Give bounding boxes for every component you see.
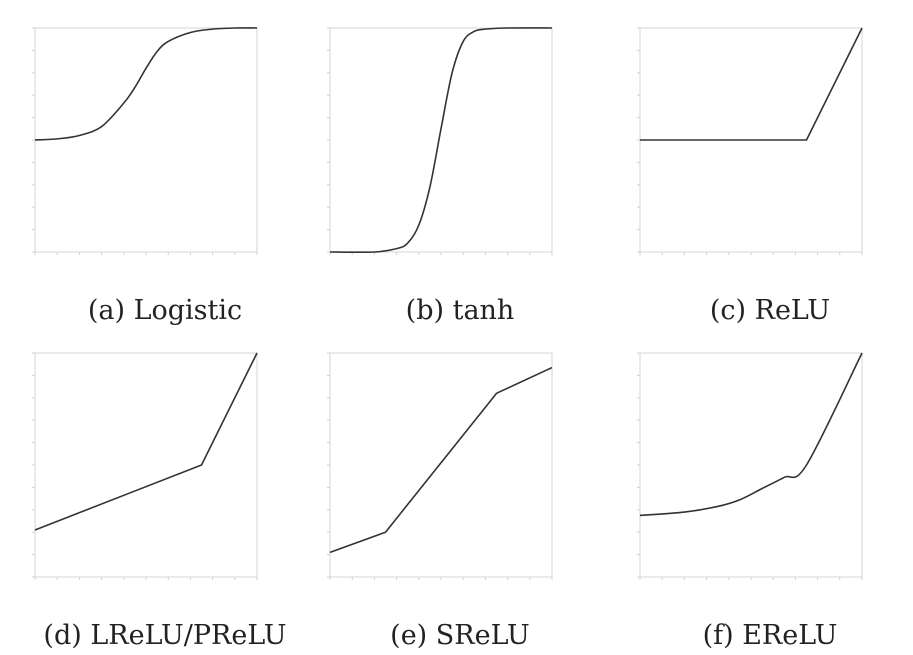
- caption-d: (d) LReLU/PReLU: [43, 620, 287, 651]
- chart-d: [32, 352, 258, 580]
- chart-b: [327, 27, 553, 255]
- caption-e: (e) SReLU: [390, 620, 530, 651]
- caption-c: (c) ReLU: [709, 295, 831, 326]
- chart-a: [32, 27, 258, 255]
- plot-frame: [34, 352, 258, 578]
- plot-frame: [329, 352, 553, 578]
- chart-f: [637, 352, 863, 580]
- activation-curve: [640, 27, 863, 141]
- chart-c: [637, 27, 863, 255]
- panel-e: (e) SReLU: [310, 330, 610, 655]
- activation-curve: [34, 27, 258, 141]
- activation-curve: [329, 366, 553, 554]
- plot-frame: [639, 352, 863, 578]
- plot-frame: [34, 27, 258, 253]
- activation-curve: [34, 352, 258, 531]
- panel-f: (f) EReLU: [620, 330, 913, 655]
- panel-c: (c) ReLU: [620, 5, 913, 330]
- activation-curve: [639, 352, 863, 517]
- panel-a: (a) Logistic: [15, 5, 315, 330]
- panel-d: (d) LReLU/PReLU: [15, 330, 315, 655]
- caption-b: (b) tanh: [405, 295, 515, 326]
- caption-a: (a) Logistic: [87, 295, 243, 326]
- chart-e: [327, 352, 553, 580]
- caption-f: (f) EReLU: [702, 620, 838, 651]
- panel-b: (b) tanh: [310, 5, 610, 330]
- plot-frame: [329, 27, 553, 253]
- activation-curve: [329, 27, 553, 254]
